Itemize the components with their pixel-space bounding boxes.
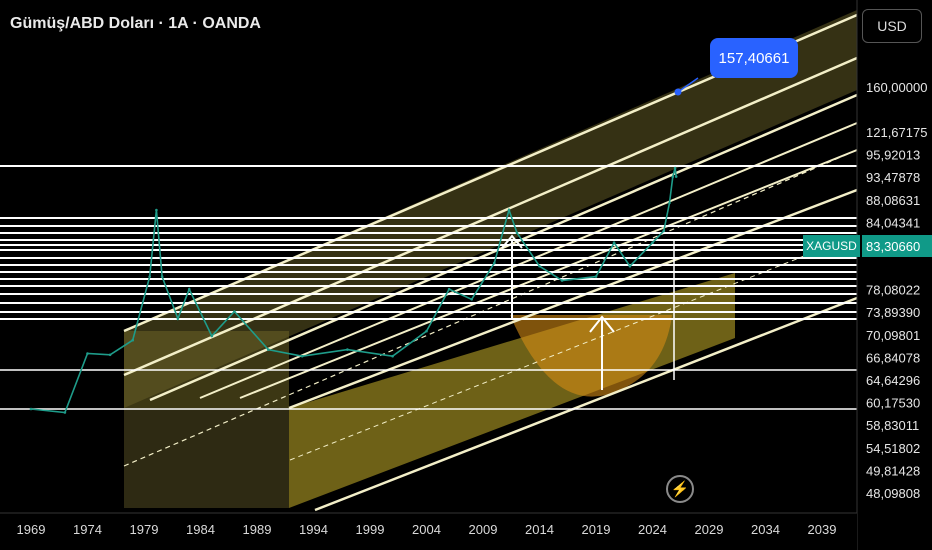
price-point: [148, 275, 151, 278]
price-point: [346, 348, 349, 351]
price-point: [187, 287, 191, 291]
price-point: [668, 201, 671, 205]
y-tick-label: 66,84078: [866, 350, 920, 365]
upper-price-label: 160,00000: [866, 80, 928, 95]
y-tick-labels: 121,67175 95,92013 93,47878 88,08631 84,0434…: [866, 125, 927, 501]
y-tick-label: 73,89390: [866, 305, 920, 320]
x-tick-label: 2029: [695, 522, 724, 537]
y-tick-label: 121,67175: [866, 125, 927, 140]
price-point: [86, 352, 89, 355]
x-tick-label: 2034: [751, 522, 780, 537]
x-tick-label: 2024: [638, 522, 667, 537]
price-point: [612, 241, 616, 244]
x-tick-label: 1989: [243, 522, 272, 537]
price-axis[interactable]: 121,67175 95,92013 93,47878 88,08631 84,0434…: [856, 0, 932, 550]
channel-midline: [123, 149, 858, 467]
y-tick-label: 64,64296: [866, 373, 920, 388]
price-point: [674, 175, 678, 178]
price-point: [391, 354, 394, 358]
x-tick-label: 2009: [469, 522, 498, 537]
currency-button[interactable]: USD: [862, 9, 922, 43]
current-price-badge: 83,30660: [862, 235, 932, 257]
channel-line: [199, 122, 858, 399]
x-tick-labels: 1969 1974 1979 1984 1989 1994 1999 2004 2009 2014…: [17, 522, 837, 537]
price-point: [233, 310, 236, 313]
price-series: [29, 166, 678, 414]
x-tick-label: 1999: [356, 522, 385, 537]
cup-shape: [510, 315, 672, 397]
y-tick-label: 54,51802: [866, 441, 920, 456]
price-point: [131, 338, 134, 342]
price-point: [447, 287, 451, 291]
price-point: [267, 348, 270, 351]
y-tick-label: 58,83011: [866, 418, 919, 433]
x-tick-label: 2039: [808, 522, 837, 537]
y-tick-label: 60,17530: [866, 396, 920, 411]
callout-connector: [677, 77, 699, 93]
horizontal-levels: [0, 165, 857, 410]
price-point: [176, 317, 180, 320]
price-point: [673, 166, 677, 170]
x-tick-label: 1979: [130, 522, 159, 537]
x-tick-label: 1984: [186, 522, 215, 537]
channel-line: [123, 56, 858, 377]
channel-upper-fill: [124, 10, 857, 408]
x-tick-label: 2014: [525, 522, 554, 537]
y-tick-label: 78,08022: [866, 283, 920, 298]
price-point: [155, 208, 158, 212]
left-box-lower: [124, 408, 289, 508]
y-tick-label: 70,09801: [866, 328, 920, 343]
x-tick-label: 2019: [582, 522, 611, 537]
chart-title: Gümüş/ABD Doları · 1A · OANDA: [10, 15, 261, 32]
price-callout[interactable]: 157,40661: [710, 38, 798, 78]
price-point: [63, 411, 67, 414]
arrow-head: [589, 315, 615, 333]
price-point: [425, 329, 428, 333]
y-tick-label: 93,47878: [866, 170, 920, 185]
x-tick-label: 1994: [299, 522, 328, 537]
y-tick-label: 49,81428: [866, 463, 920, 478]
arrow-head: [501, 234, 523, 249]
up-arrows: [501, 234, 675, 390]
x-tick-label: 2004: [412, 522, 441, 537]
y-tick-label: 48,09808: [866, 486, 920, 501]
price-point: [628, 264, 632, 268]
lightning-icon[interactable]: ⚡: [666, 475, 694, 503]
price-point: [662, 229, 666, 233]
time-axis[interactable]: 1969 1974 1979 1984 1989 1994 1999 2004 2009 2014…: [0, 512, 857, 550]
price-point: [507, 208, 511, 212]
x-tick-label: 1974: [73, 522, 102, 537]
price-point: [493, 261, 496, 265]
price-point: [210, 334, 214, 338]
y-tick-label: 84,04341: [866, 215, 920, 230]
channel-line: [314, 296, 858, 512]
price-point: [671, 175, 675, 179]
price-point: [560, 279, 564, 282]
price-point: [470, 298, 474, 301]
symbol-badge: XAGUSD: [803, 235, 860, 257]
price-point: [160, 275, 164, 278]
price-point: [515, 231, 519, 234]
y-tick-label: 95,92013: [866, 148, 920, 163]
price-point: [538, 264, 541, 268]
channel-fills: [124, 10, 857, 508]
x-tick-label: 1969: [17, 522, 46, 537]
price-axis-background: [857, 0, 932, 550]
price-point: [108, 353, 112, 357]
price-point: [300, 354, 304, 358]
time-axis-background: [0, 513, 857, 550]
price-point: [651, 241, 654, 244]
price-point: [29, 407, 33, 411]
y-tick-label: 88,08631: [866, 193, 920, 208]
price-point: [594, 275, 598, 278]
channel-line: [239, 149, 858, 399]
callout-anchor-point[interactable]: [674, 88, 682, 96]
